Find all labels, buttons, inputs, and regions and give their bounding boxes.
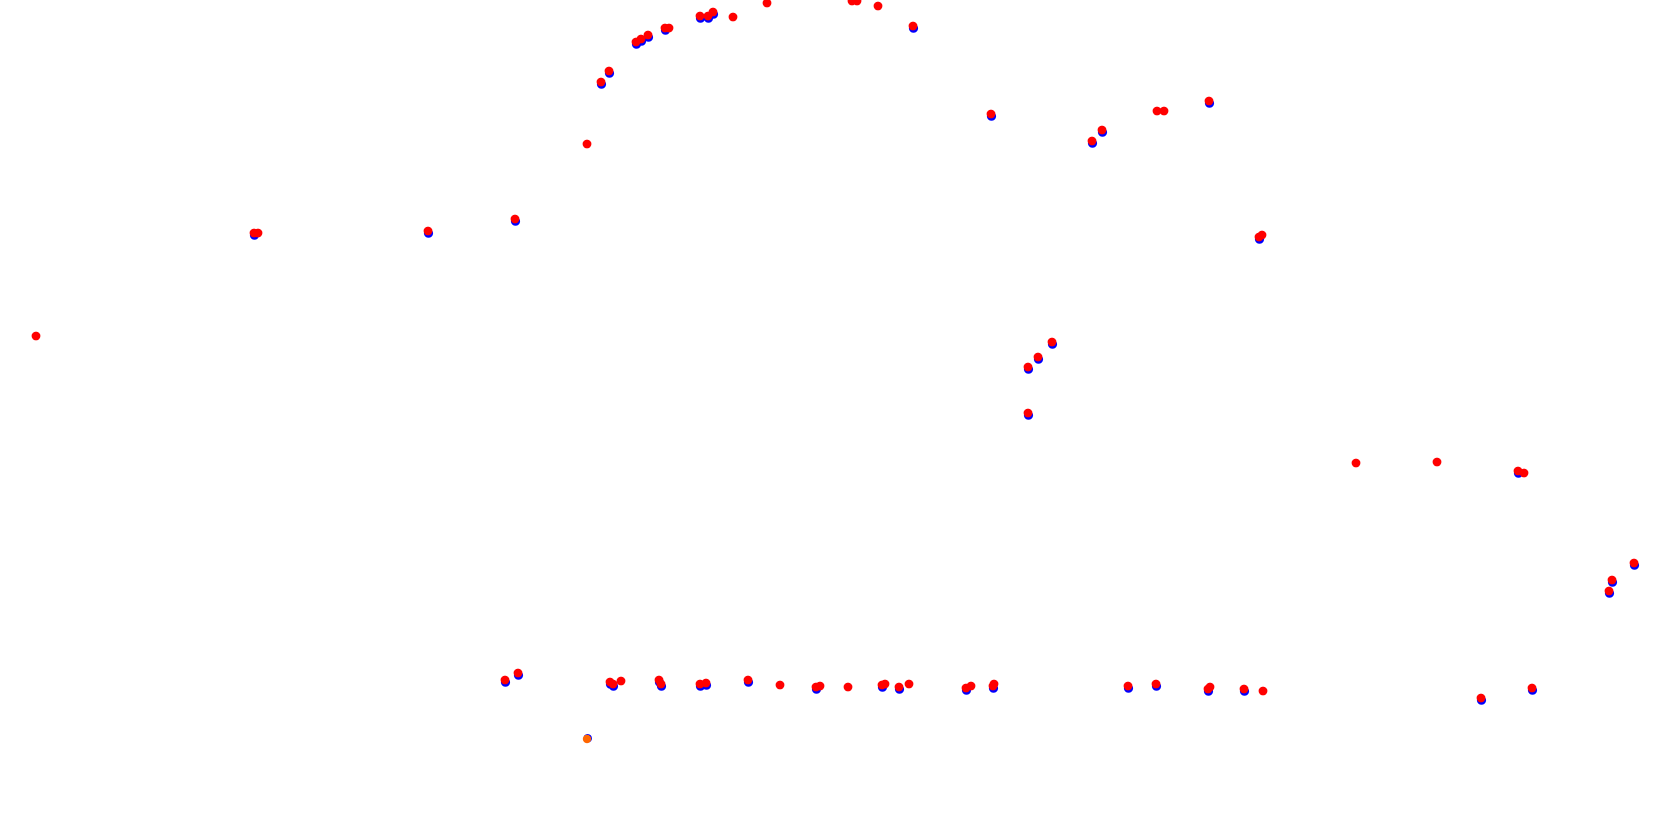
- data-point-marker: [1351, 458, 1361, 468]
- data-point-marker: [1239, 684, 1249, 694]
- data-point-marker: [1087, 136, 1097, 146]
- data-point-marker: [513, 668, 523, 678]
- data-point-marker: [695, 11, 705, 21]
- data-point-marker: [775, 680, 785, 690]
- data-point-marker: [656, 679, 666, 689]
- data-point-marker: [1519, 468, 1529, 478]
- data-point-marker: [1047, 337, 1057, 347]
- data-point-marker: [1432, 457, 1442, 467]
- data-point-marker: [1204, 96, 1214, 106]
- data-point-marker: [1159, 106, 1169, 116]
- data-point-marker: [904, 679, 914, 689]
- data-point-marker: [1023, 362, 1033, 372]
- data-point-marker: [582, 139, 592, 149]
- data-point-marker: [31, 331, 41, 341]
- data-point-marker: [1258, 686, 1268, 696]
- data-point-marker: [616, 676, 626, 686]
- data-point-marker: [1033, 352, 1043, 362]
- data-point-marker: [908, 21, 918, 31]
- data-point-marker: [762, 0, 772, 8]
- data-point-marker: [880, 679, 890, 689]
- data-point-marker: [423, 226, 433, 236]
- data-point-marker: [664, 23, 674, 33]
- highlight-marker: [582, 734, 592, 744]
- data-point-marker: [701, 678, 711, 688]
- data-point-marker: [1205, 682, 1215, 692]
- data-point-marker: [815, 681, 825, 691]
- data-point-marker: [253, 228, 263, 238]
- data-point-marker: [1097, 125, 1107, 135]
- data-point-marker: [604, 66, 614, 76]
- data-point-marker: [1123, 681, 1133, 691]
- data-point-marker: [1476, 693, 1486, 703]
- data-point-marker: [1151, 679, 1161, 689]
- data-point-marker: [873, 1, 883, 11]
- data-point-marker: [708, 7, 718, 17]
- data-point-marker: [510, 214, 520, 224]
- data-point-marker: [1604, 586, 1614, 596]
- data-point-marker: [643, 30, 653, 40]
- data-point-marker: [1607, 575, 1617, 585]
- data-point-marker: [1152, 106, 1162, 116]
- data-point-marker: [966, 681, 976, 691]
- data-point-marker: [1527, 683, 1537, 693]
- data-point-marker: [500, 675, 510, 685]
- data-point-marker: [636, 34, 646, 44]
- data-point-marker: [608, 679, 618, 689]
- data-point-marker: [728, 12, 738, 22]
- data-point-marker: [596, 77, 606, 87]
- data-point-marker: [1629, 558, 1639, 568]
- data-point-marker: [843, 682, 853, 692]
- data-point-marker: [1023, 408, 1033, 418]
- data-point-marker: [989, 679, 999, 689]
- data-point-marker: [743, 675, 753, 685]
- data-point-marker: [986, 109, 996, 119]
- data-point-marker: [852, 0, 862, 6]
- data-point-marker: [1257, 230, 1267, 240]
- data-point-marker: [894, 682, 904, 692]
